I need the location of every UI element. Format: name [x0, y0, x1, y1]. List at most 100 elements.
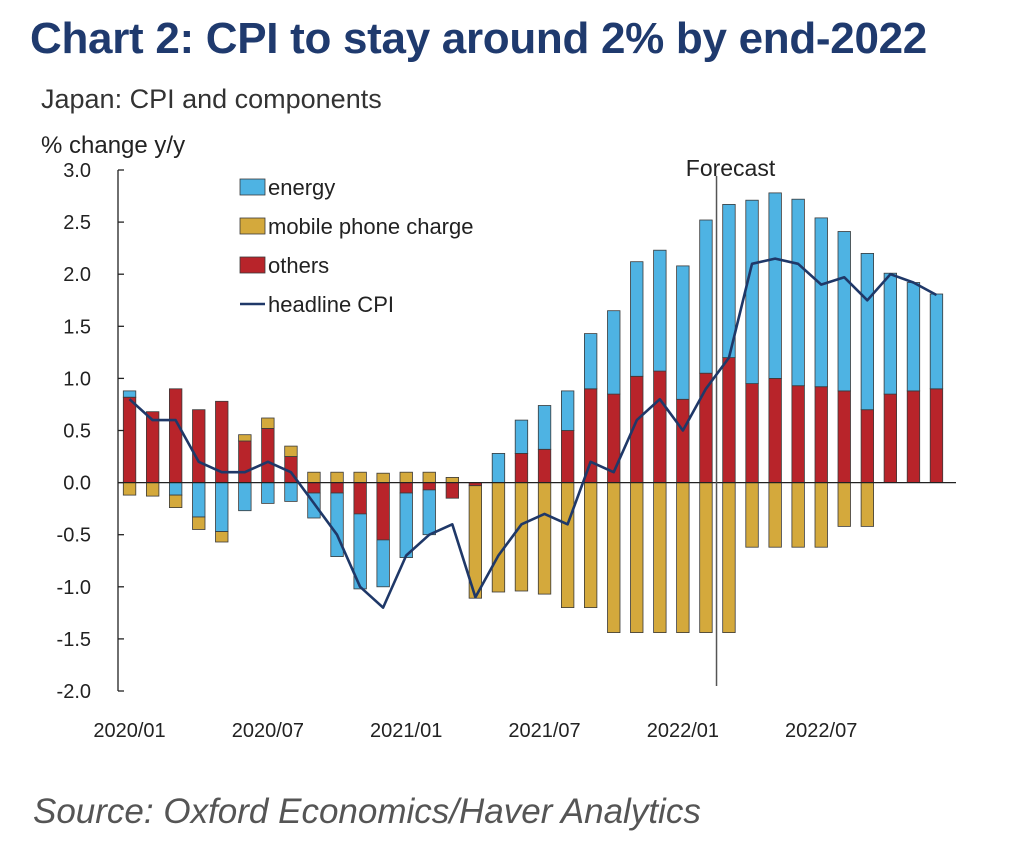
bar-others-2021-07: [537, 448, 552, 483]
legend-swatch-mobile: [239, 217, 266, 235]
bar-others-2021-08: [561, 430, 575, 483]
bar-mobile-phone-charge-2022-03: [722, 482, 736, 634]
chart-title: Chart 2: CPI to stay around 2% by end-20…: [30, 14, 927, 63]
bar-mobile-phone-charge-2020-07: [261, 417, 275, 429]
bar-others-2022-03: [722, 357, 736, 484]
bar-energy-2020-06: [238, 482, 252, 512]
bar-others-2021-02: [422, 482, 436, 491]
bar-energy-2021-01: [399, 492, 413, 558]
chart-subtitle: Japan: CPI and components: [41, 84, 382, 114]
bar-mobile-phone-charge-2021-10: [607, 482, 621, 634]
bar-mobile-phone-charge-2021-05: [491, 482, 506, 593]
bar-others-2022-10: [883, 393, 897, 483]
x-tick-label: 2021/01: [370, 720, 442, 742]
bar-mobile-phone-charge-2022-06: [791, 482, 805, 548]
y-tick-label: -0.5: [57, 525, 91, 547]
bar-energy-2021-02: [422, 489, 436, 536]
bar-energy-2022-10: [883, 272, 897, 395]
y-tick-label: 0.0: [63, 473, 91, 495]
bar-energy-2021-09: [584, 333, 598, 390]
bar-mobile-phone-charge-2020-12: [376, 472, 390, 484]
bar-mobile-phone-charge-2021-03: [445, 476, 460, 483]
bar-others-2021-09: [584, 388, 598, 483]
bar-mobile-phone-charge-2020-02: [145, 482, 160, 497]
bar-energy-2021-11: [630, 261, 644, 377]
bar-others-2022-01: [676, 398, 690, 484]
y-tick-label: -1.0: [57, 577, 91, 599]
y-tick-label: -2.0: [57, 681, 91, 703]
bar-mobile-phone-charge-2021-02: [422, 471, 436, 484]
bar-energy-2021-08: [561, 390, 575, 431]
y-tick-label: 2.5: [63, 212, 91, 234]
source-note: Source: Oxford Economics/Haver Analytics: [33, 792, 701, 831]
bar-energy-2022-12: [929, 293, 944, 390]
legend-swatch-others: [239, 256, 266, 274]
bar-mobile-phone-charge-2021-12: [653, 482, 667, 634]
bar-mobile-phone-charge-2022-08: [837, 482, 851, 527]
bar-energy-2021-10: [607, 310, 621, 395]
bar-energy-2021-06: [514, 419, 529, 454]
bar-energy-2020-12: [376, 539, 390, 588]
bar-energy-2022-06: [791, 198, 805, 387]
bar-energy-2020-08: [284, 482, 298, 502]
bar-others-2020-11: [353, 482, 367, 515]
bar-others-2020-02: [145, 411, 160, 484]
bar-mobile-phone-charge-2020-10: [330, 471, 344, 484]
bar-others-2020-10: [330, 482, 344, 494]
bar-mobile-phone-charge-2021-11: [630, 482, 644, 634]
bar-others-2022-06: [791, 385, 805, 484]
bar-others-2021-03: [445, 482, 460, 499]
bar-energy-2022-07: [814, 217, 828, 388]
bar-others-2021-01: [399, 482, 413, 494]
bar-energy-2022-02: [699, 219, 713, 374]
bar-energy-2020-03: [168, 482, 183, 496]
bar-others-2022-11: [906, 390, 921, 483]
bar-others-2022-12: [929, 388, 944, 483]
bar-mobile-phone-charge-2020-08: [284, 445, 298, 457]
bar-mobile-phone-charge-2022-02: [699, 482, 713, 634]
bar-energy-2020-07: [261, 482, 275, 504]
legend-swatch-energy: [239, 178, 266, 196]
bar-mobile-phone-charge-2021-08: [561, 482, 575, 609]
bar-others-2022-08: [837, 390, 851, 483]
bar-energy-2022-08: [837, 231, 851, 392]
bar-others-2022-04: [745, 383, 759, 484]
bar-energy-2021-07: [537, 405, 552, 450]
bar-mobile-phone-charge-2022-07: [814, 482, 828, 548]
bar-energy-2022-04: [745, 199, 759, 384]
bar-others-2021-06: [514, 452, 529, 483]
y-tick-label: 3.0: [63, 160, 91, 182]
bar-energy-2020-01: [122, 390, 137, 398]
bar-mobile-phone-charge-2021-06: [514, 482, 529, 592]
bar-others-2020-06: [238, 440, 252, 483]
legend-label-mobile: mobile phone charge: [268, 214, 473, 239]
bar-others-2020-03: [168, 388, 183, 483]
bar-mobile-phone-charge-2021-09: [584, 482, 598, 609]
x-tick-label: 2022/01: [647, 720, 719, 742]
bar-others-2022-07: [814, 386, 828, 484]
bar-mobile-phone-charge-2021-01: [399, 471, 413, 484]
bar-mobile-phone-charge-2020-06: [238, 434, 252, 442]
bar-mobile-phone-charge-2020-03: [168, 494, 183, 509]
bar-mobile-phone-charge-2020-09: [307, 471, 321, 484]
legend-label-others: others: [268, 253, 329, 278]
y-tick-label: 0.5: [63, 421, 91, 443]
bar-mobile-phone-charge-2020-01: [122, 482, 137, 496]
y-tick-label: 2.0: [63, 264, 91, 286]
bar-energy-2022-05: [768, 192, 782, 379]
y-axis: -2.0 -1.5 -1.0 -0.5 0.0 0.5 1.0 1.5 2.0 2.5 3.0: [57, 160, 124, 703]
bar-mobile-phone-charge-2020-04: [192, 516, 206, 530]
bar-others-2020-07: [261, 427, 275, 483]
bar-mobile-phone-charge-2021-07: [537, 482, 552, 595]
x-tick-label: 2021/07: [508, 720, 580, 742]
legend-label-energy: energy: [268, 175, 335, 200]
x-tick-label: 2022/07: [785, 720, 857, 742]
bar-energy-2022-09: [860, 252, 874, 411]
bar-mobile-phone-charge-2020-05: [215, 531, 229, 543]
legend-label-headline: headline CPI: [268, 292, 394, 317]
bar-mobile-phone-charge-2022-05: [768, 482, 782, 548]
x-tick-label: 2020/01: [93, 720, 165, 742]
bar-others-2020-04: [192, 409, 206, 484]
y-axis-label: % change y/y: [41, 132, 185, 159]
